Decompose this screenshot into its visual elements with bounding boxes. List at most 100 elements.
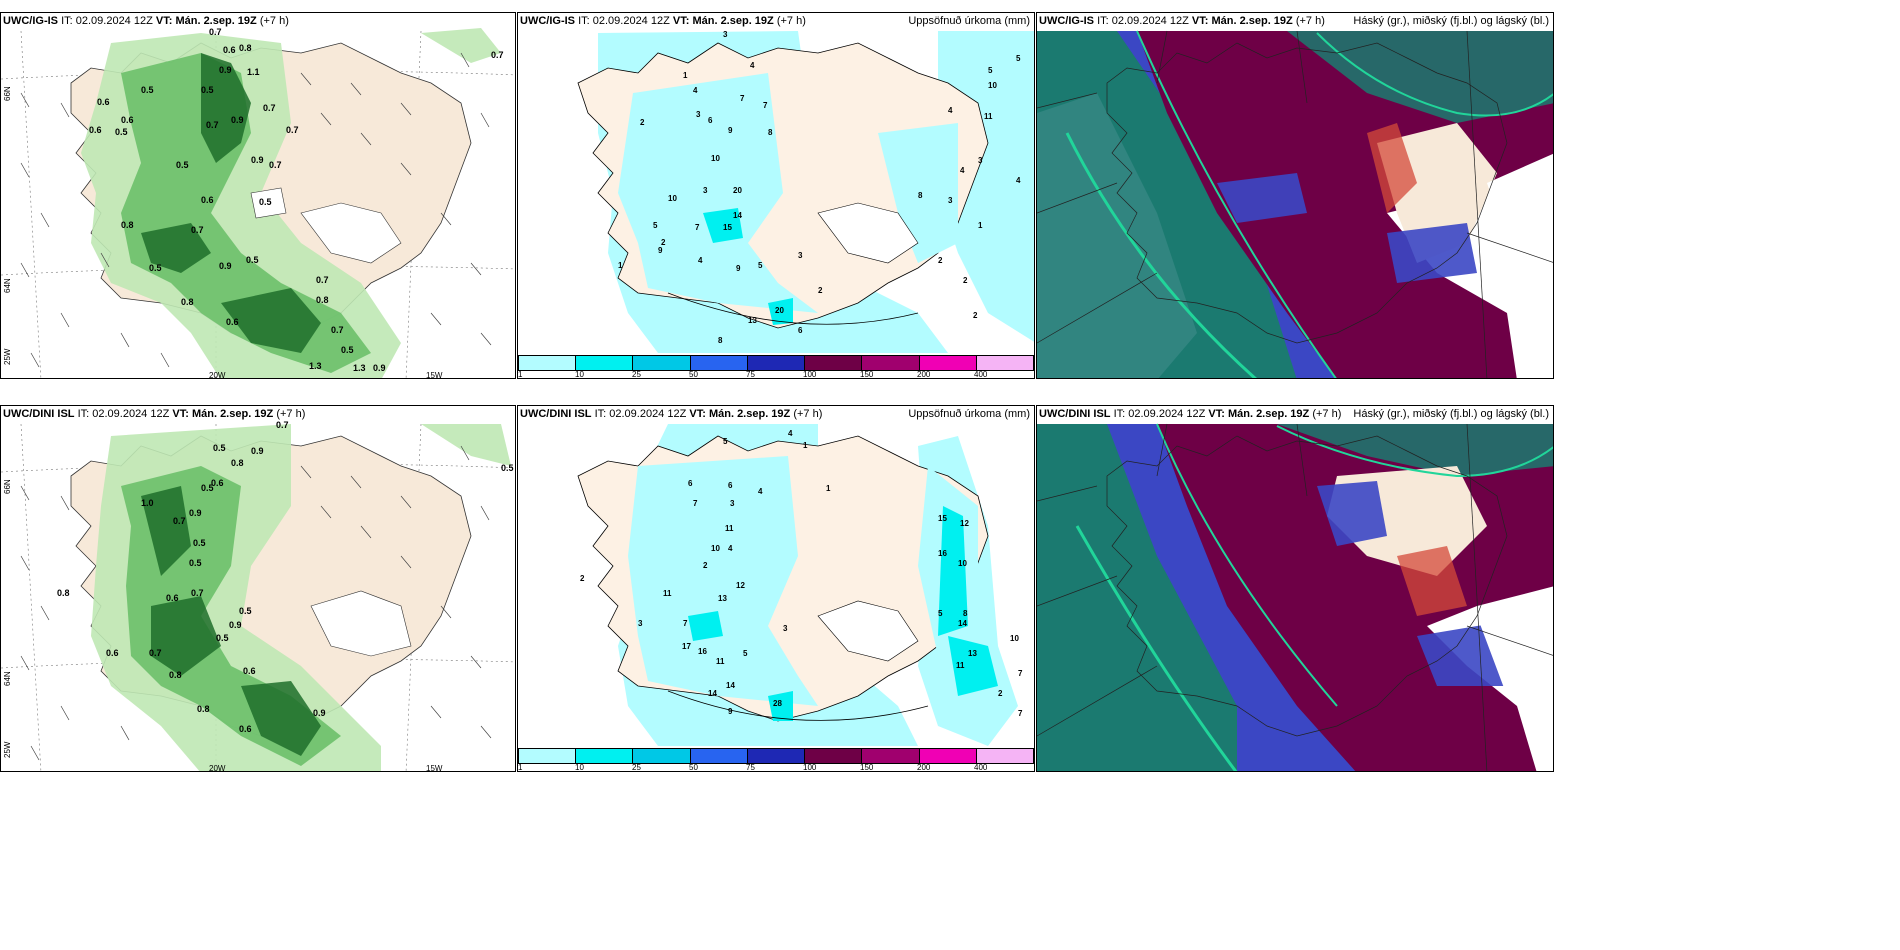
svg-text:4: 4: [960, 166, 965, 175]
svg-text:0.9: 0.9: [313, 708, 326, 718]
panel-title: UWC/IG-IS IT: 02.09.2024 12Z VT: Mán. 2.…: [520, 15, 806, 27]
wind-map-bottom: 0.7 0.9 0.5 0.8 0.5 0.6 1.0 0.7 0.9 0.5 …: [1, 420, 515, 771]
svg-text:14: 14: [958, 619, 967, 628]
panel-precip-bottom: UWC/DINI ISL IT: 02.09.2024 12Z VT: Mán.…: [517, 405, 1035, 772]
svg-text:10: 10: [711, 154, 720, 163]
svg-text:5: 5: [743, 649, 748, 658]
svg-text:1.1: 1.1: [247, 67, 260, 77]
precip-colorbar: [518, 748, 1034, 764]
svg-text:6: 6: [798, 326, 803, 335]
svg-text:0.9: 0.9: [251, 155, 264, 165]
svg-text:5: 5: [988, 66, 993, 75]
svg-text:0.5: 0.5: [341, 345, 354, 355]
svg-text:0.9: 0.9: [231, 115, 244, 125]
colorbar-seg: [805, 356, 863, 370]
lat-label: 66N: [3, 86, 12, 101]
svg-text:0.6: 0.6: [211, 478, 224, 488]
svg-text:0.9: 0.9: [251, 446, 264, 456]
svg-text:7: 7: [1018, 669, 1023, 678]
svg-text:20: 20: [775, 306, 784, 315]
svg-text:0.9: 0.9: [219, 261, 232, 271]
svg-text:0.7: 0.7: [263, 103, 276, 113]
svg-text:0.8: 0.8: [239, 43, 252, 53]
svg-text:2: 2: [580, 574, 585, 583]
lon-label: 20W: [209, 764, 226, 772]
svg-text:0.6: 0.6: [106, 648, 119, 658]
svg-text:11: 11: [956, 661, 965, 670]
svg-text:2: 2: [938, 256, 943, 265]
svg-text:5: 5: [758, 261, 763, 270]
svg-text:0.7: 0.7: [286, 125, 299, 135]
svg-text:1.0: 1.0: [141, 498, 154, 508]
svg-text:5: 5: [653, 221, 658, 230]
colorbar-seg: [519, 749, 577, 763]
svg-text:7: 7: [683, 619, 688, 628]
svg-text:14: 14: [708, 689, 717, 698]
colorbar-seg: [633, 356, 691, 370]
svg-text:2: 2: [963, 276, 968, 285]
svg-text:2: 2: [973, 311, 978, 320]
colorbar-labels: 1 10 25 50 75 100 150 200 400: [518, 370, 988, 379]
svg-text:2: 2: [703, 561, 708, 570]
svg-text:3: 3: [978, 156, 983, 165]
svg-text:11: 11: [984, 112, 993, 121]
svg-text:0.8: 0.8: [57, 588, 70, 598]
svg-text:0.7: 0.7: [191, 225, 204, 235]
svg-text:28: 28: [773, 699, 782, 708]
panel-title: UWC/DINI ISL IT: 02.09.2024 12Z VT: Mán.…: [3, 408, 306, 420]
colorbar-seg: [976, 356, 1033, 370]
svg-text:0.5: 0.5: [149, 263, 162, 273]
colorbar-seg: [919, 356, 977, 370]
svg-text:0.6: 0.6: [223, 45, 236, 55]
svg-text:12: 12: [960, 519, 969, 528]
svg-text:0.7: 0.7: [149, 648, 162, 658]
svg-text:0.6: 0.6: [243, 666, 256, 676]
panel-title: UWC/DINI ISL IT: 02.09.2024 12Z VT: Mán.…: [520, 408, 823, 420]
svg-text:2: 2: [818, 286, 823, 295]
svg-text:0.6: 0.6: [239, 724, 252, 734]
svg-text:4: 4: [788, 429, 793, 438]
svg-text:0.6: 0.6: [121, 115, 134, 125]
svg-text:14: 14: [733, 211, 742, 220]
svg-text:4: 4: [698, 256, 703, 265]
svg-text:13: 13: [968, 649, 977, 658]
svg-text:4: 4: [1016, 176, 1021, 185]
svg-text:0.6: 0.6: [97, 97, 110, 107]
svg-text:5: 5: [938, 609, 943, 618]
svg-text:3: 3: [723, 30, 728, 39]
svg-text:15: 15: [938, 514, 947, 523]
svg-text:0.9: 0.9: [219, 65, 232, 75]
svg-text:13: 13: [718, 594, 727, 603]
wind-map-top: 0.7 0.6 0.8 0.9 1.1 0.5 0.7 0.6 0.9 0.5 …: [1, 27, 515, 378]
colorbar-seg: [633, 749, 691, 763]
svg-text:0.7: 0.7: [331, 325, 344, 335]
colorbar-seg: [976, 749, 1033, 763]
panel-wind-bottom: UWC/DINI ISL IT: 02.09.2024 12Z VT: Mán.…: [0, 405, 516, 772]
lat-label: 64N: [3, 671, 12, 686]
svg-text:20: 20: [733, 186, 742, 195]
svg-text:3: 3: [696, 110, 701, 119]
svg-text:1.3: 1.3: [309, 361, 322, 371]
lat-label: 25W: [3, 348, 12, 365]
svg-text:0.8: 0.8: [316, 295, 329, 305]
svg-text:0.9: 0.9: [373, 363, 386, 373]
precip-title: Uppsöfnuð úrkoma (mm): [908, 15, 1030, 27]
lat-label: 66N: [3, 479, 12, 494]
svg-text:0.9: 0.9: [189, 508, 202, 518]
svg-text:14: 14: [726, 681, 735, 690]
lon-label: 15W: [426, 764, 443, 772]
svg-text:5: 5: [1016, 54, 1021, 63]
svg-text:0.7: 0.7: [206, 120, 219, 130]
svg-text:1: 1: [683, 71, 688, 80]
colorbar-seg: [747, 749, 806, 763]
svg-text:0.5: 0.5: [189, 558, 202, 568]
lat-label: 64N: [3, 278, 12, 293]
svg-text:7: 7: [740, 94, 745, 103]
svg-text:4: 4: [693, 86, 698, 95]
svg-text:17: 17: [682, 642, 691, 651]
panel-title: UWC/IG-IS IT: 02.09.2024 12Z VT: Mán. 2.…: [3, 15, 289, 27]
svg-text:0.5: 0.5: [213, 443, 226, 453]
svg-text:8: 8: [963, 609, 968, 618]
svg-text:0.6: 0.6: [226, 317, 239, 327]
cloud-title: Háský (gr.), miðský (fj.bl.) og lágský (…: [1353, 408, 1549, 420]
